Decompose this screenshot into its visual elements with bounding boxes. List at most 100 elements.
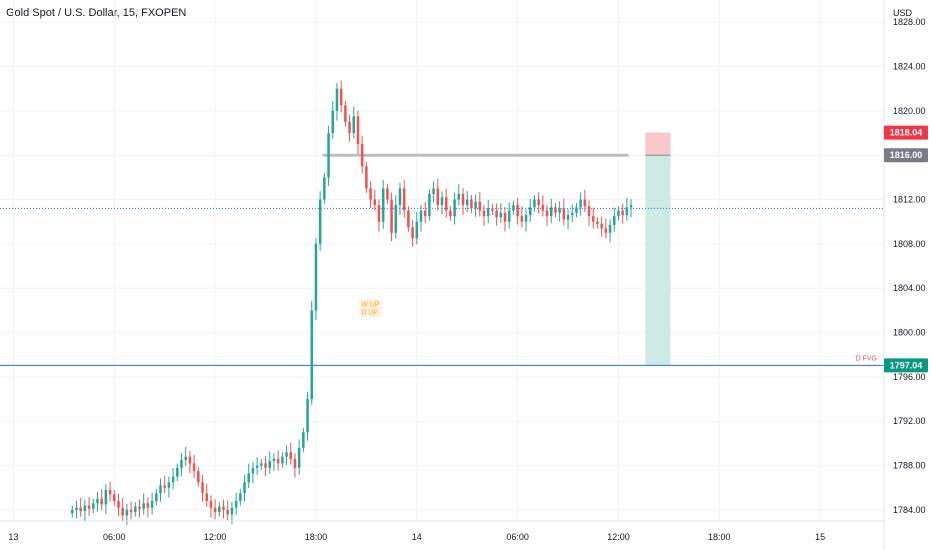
x-tick-label: 13 <box>8 532 18 542</box>
candle-body <box>579 199 582 208</box>
candle-body <box>503 212 507 222</box>
candle-body <box>583 199 587 207</box>
grid-layer <box>0 0 884 521</box>
annotation-w-up: W UP <box>361 301 380 308</box>
candle-body <box>352 116 356 134</box>
candle-body <box>289 452 293 459</box>
candle-body <box>134 506 137 513</box>
candle-body <box>155 493 158 502</box>
candle-body <box>512 205 515 211</box>
candle-body <box>96 498 99 504</box>
candle-body <box>545 210 549 217</box>
y-tick-label: 1784.00 <box>893 505 926 515</box>
candle-body <box>146 503 150 508</box>
price-lines <box>0 153 884 366</box>
candle-body <box>491 208 494 211</box>
candle-body <box>117 501 120 508</box>
candle-body <box>264 463 267 468</box>
candle-body <box>276 458 280 464</box>
candle-body <box>113 494 116 502</box>
candle-body <box>369 188 372 200</box>
position-zones[interactable] <box>645 132 671 366</box>
candle-body <box>428 193 431 217</box>
candle-body <box>381 188 385 222</box>
currency-label: USD <box>893 8 913 18</box>
candle-body <box>613 216 616 226</box>
candle-body <box>478 201 482 211</box>
candle-body <box>436 188 440 206</box>
candle-body <box>541 205 545 211</box>
candle-body <box>213 507 217 513</box>
x-tick-label: 14 <box>412 532 422 542</box>
x-tick-label: 12:00 <box>204 532 227 542</box>
candle-body <box>100 498 103 505</box>
candle-body <box>310 310 314 400</box>
candle-body <box>411 227 414 239</box>
x-tick-label: 18:00 <box>305 532 328 542</box>
candle-body <box>222 506 225 510</box>
candle-body <box>482 210 486 217</box>
candle-body <box>188 456 192 464</box>
candle-body <box>297 447 301 468</box>
candle-body <box>566 215 570 220</box>
candle-body <box>159 485 162 494</box>
candle-body <box>415 221 419 239</box>
y-tick-label: 1808.00 <box>893 239 926 249</box>
candles[interactable] <box>71 80 633 526</box>
candle-body <box>549 207 553 217</box>
candle-body <box>243 482 246 494</box>
candle-body <box>402 188 406 211</box>
candle-body <box>121 507 124 516</box>
y-tick-label: 1796.00 <box>893 372 926 382</box>
candle-body <box>465 199 469 206</box>
candle-body <box>327 133 330 178</box>
candle-body <box>398 188 402 206</box>
candle-body <box>348 121 351 134</box>
candle-body <box>272 458 276 462</box>
candle-body <box>423 210 427 217</box>
candle-body <box>533 199 536 208</box>
candle-body <box>528 207 532 216</box>
candle-body <box>360 144 364 167</box>
candle-body <box>180 460 183 468</box>
candle-body <box>495 210 498 218</box>
candle-body <box>209 501 213 508</box>
candle-body <box>365 166 368 189</box>
candle-body <box>167 482 171 488</box>
candle-body <box>486 208 490 217</box>
candle-body <box>570 212 574 216</box>
candle-body <box>234 501 238 508</box>
candle-body <box>440 197 444 206</box>
candle-body <box>285 452 288 457</box>
candle-body <box>205 493 208 502</box>
candle-body <box>335 88 339 111</box>
candle-body <box>176 467 179 477</box>
candle-body <box>470 199 473 209</box>
candle-body <box>184 456 187 461</box>
take-profit-zone <box>645 155 671 366</box>
candle-body <box>407 210 410 228</box>
candle-body <box>604 228 608 233</box>
candle-body <box>79 507 82 512</box>
price-badges: 1818.04 1816.00 1797.04 <box>884 125 928 373</box>
candle-body <box>87 505 91 509</box>
candle-body <box>390 199 393 233</box>
chart-title: Gold Spot / U.S. Dollar, 15, FXOPEN <box>6 7 187 19</box>
candle-body <box>596 221 599 224</box>
badge-target-bg <box>884 358 928 373</box>
badge-entry: 1816.00 <box>890 150 923 160</box>
candle-body <box>71 509 74 514</box>
y-tick-label: 1792.00 <box>893 416 926 426</box>
y-tick-label: 1812.00 <box>893 195 926 205</box>
candle-body <box>129 509 133 513</box>
candle-body <box>125 509 129 516</box>
candle-body <box>386 188 389 200</box>
candle-body <box>192 463 196 472</box>
y-tick-label: 1820.00 <box>893 106 926 116</box>
candle-body <box>587 206 591 217</box>
candle-body <box>323 177 326 200</box>
y-tick-label: 1828.00 <box>893 17 926 27</box>
candle-body <box>163 485 166 488</box>
candle-body <box>591 216 595 222</box>
